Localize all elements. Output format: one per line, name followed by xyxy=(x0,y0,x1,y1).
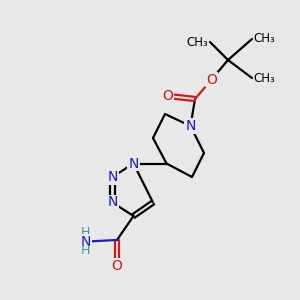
Text: CH₃: CH₃ xyxy=(254,32,275,46)
Text: H: H xyxy=(81,244,90,257)
Text: CH₃: CH₃ xyxy=(187,35,208,49)
Text: O: O xyxy=(112,259,122,272)
Text: N: N xyxy=(80,235,91,248)
Text: N: N xyxy=(107,170,118,184)
Text: O: O xyxy=(163,89,173,103)
Text: O: O xyxy=(206,73,217,86)
Text: N: N xyxy=(107,196,118,209)
Text: N: N xyxy=(185,119,196,133)
Text: CH₃: CH₃ xyxy=(254,71,275,85)
Text: N: N xyxy=(128,157,139,170)
Text: H: H xyxy=(81,226,90,239)
